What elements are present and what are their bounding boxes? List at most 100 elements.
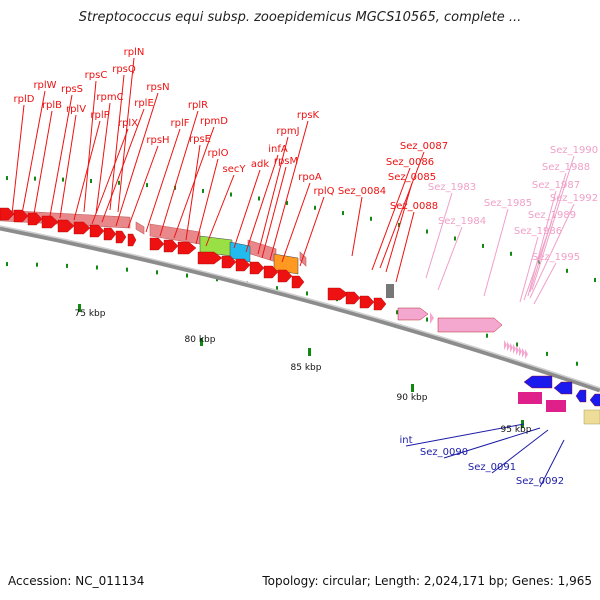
gene-label: rpsS xyxy=(61,84,83,95)
gene-label: rpsM xyxy=(274,156,298,167)
tick-mark xyxy=(370,216,372,221)
scale-label: 85 kbp xyxy=(291,363,322,373)
major-tick xyxy=(308,348,311,356)
leader-line xyxy=(91,128,129,225)
gene-arrow-red xyxy=(177,241,197,255)
tick-mark xyxy=(398,222,400,227)
gene-arrow-red xyxy=(235,258,251,272)
gene-gray xyxy=(386,284,394,298)
gene-label: rplB xyxy=(42,100,62,111)
gene-label: rplF xyxy=(171,118,190,129)
gene-label: Sez_1989 xyxy=(528,210,576,221)
gene-label: Sez_1992 xyxy=(550,193,598,204)
gene-arrow-pink xyxy=(516,345,519,356)
leader-line xyxy=(257,136,289,255)
leader-line xyxy=(531,155,575,291)
gene-label: Sez_1985 xyxy=(484,198,532,209)
gene-arrow-red xyxy=(249,261,265,275)
gene-label: Sez_0090 xyxy=(420,447,468,458)
gene-label: rpoA xyxy=(298,172,322,183)
tick-mark xyxy=(396,310,398,315)
gene-label: Sez_0086 xyxy=(386,157,434,168)
leader-line xyxy=(49,94,73,217)
leader-line xyxy=(371,167,411,271)
leader-line xyxy=(443,427,541,459)
leader-line xyxy=(523,220,553,301)
tick-mark xyxy=(6,176,8,181)
gene-magenta xyxy=(518,392,542,404)
gene-arrow-red xyxy=(149,237,165,251)
gene-labels: rplN rpsQ rplW rpsC rpmC rplD rplB rpsS rplV rplP… xyxy=(14,47,599,487)
genome-backbone xyxy=(0,225,600,393)
gene-band xyxy=(247,239,277,263)
leader-line xyxy=(269,120,309,261)
tick-mark xyxy=(66,263,68,268)
leader-line xyxy=(109,74,125,211)
leader-line xyxy=(95,102,111,215)
gene-label: rpmJ xyxy=(276,126,299,137)
leader-line xyxy=(261,166,287,259)
tick-mark xyxy=(342,211,344,216)
gene-arrow-blue xyxy=(589,393,600,407)
tick-mark xyxy=(426,229,428,234)
gene-label: Sez_1984 xyxy=(438,216,486,227)
tick-mark xyxy=(34,176,36,181)
gene-arrow-red xyxy=(127,233,137,247)
leader-line xyxy=(425,192,453,279)
leader-line xyxy=(527,190,557,297)
tick-mark xyxy=(36,262,38,267)
gene-features xyxy=(0,207,600,425)
gene-label: Sez_0092 xyxy=(516,476,564,487)
leader-line xyxy=(437,226,463,291)
leader-line xyxy=(145,128,181,233)
leader-line xyxy=(483,208,509,297)
accession-text: Accession: NC_011134 xyxy=(8,574,145,588)
gene-arrow-blue xyxy=(553,381,573,395)
major-tick xyxy=(411,384,414,392)
gene-label: Sez_0088 xyxy=(390,201,438,212)
gene-yellow xyxy=(583,409,600,425)
scale-label: 80 kbp xyxy=(185,335,216,345)
genome-backbone-highlight xyxy=(0,225,600,389)
gene-arrow-red xyxy=(263,265,279,279)
gene-label: rplV xyxy=(66,104,86,115)
gene-label: rpsH xyxy=(146,135,169,146)
tick-mark xyxy=(230,192,232,197)
gene-label: rplO xyxy=(207,148,228,159)
gene-block xyxy=(273,253,299,275)
tick-mark xyxy=(118,180,120,185)
gene-label: infA xyxy=(268,144,288,155)
leader-line xyxy=(245,154,279,253)
gene-label: Sez_0091 xyxy=(468,462,516,473)
tick-mark xyxy=(510,251,512,256)
gene-arrow-red xyxy=(13,209,29,223)
leader-line xyxy=(385,182,413,273)
gene-arrow-pink xyxy=(522,347,525,358)
gene-label: Sez_1986 xyxy=(514,226,562,237)
gene-label: rpsN xyxy=(146,82,169,93)
gene-label: Sez_1987 xyxy=(532,180,580,191)
tick-mark xyxy=(306,291,308,296)
tick-mark xyxy=(314,205,316,210)
gene-arrow-pink xyxy=(513,343,516,354)
gene-arrow-pink xyxy=(504,340,507,350)
tick-mark xyxy=(126,267,128,272)
tick-mark xyxy=(186,273,188,278)
tick-mark xyxy=(594,277,596,282)
gene-label: Sez_1995 xyxy=(532,252,580,263)
leader-line xyxy=(351,196,363,257)
gene-label: rplP xyxy=(90,110,109,121)
major-tick xyxy=(78,304,81,312)
leader-line xyxy=(101,108,145,223)
leader-line xyxy=(33,110,53,215)
gene-arrow-red xyxy=(0,207,15,221)
genome-stats-text: Topology: circular; Length: 2,024,171 bp… xyxy=(262,574,592,588)
gene-arrow-red xyxy=(57,219,75,233)
gene-arrow-red xyxy=(327,287,349,301)
leader-line xyxy=(491,429,549,474)
gene-label: rplD xyxy=(14,94,35,105)
scale-label: 75 kbp xyxy=(75,309,106,319)
map-title: Streptococcus equi subsp. zooepidemicus … xyxy=(78,10,522,25)
gene-label: secY xyxy=(223,164,247,175)
